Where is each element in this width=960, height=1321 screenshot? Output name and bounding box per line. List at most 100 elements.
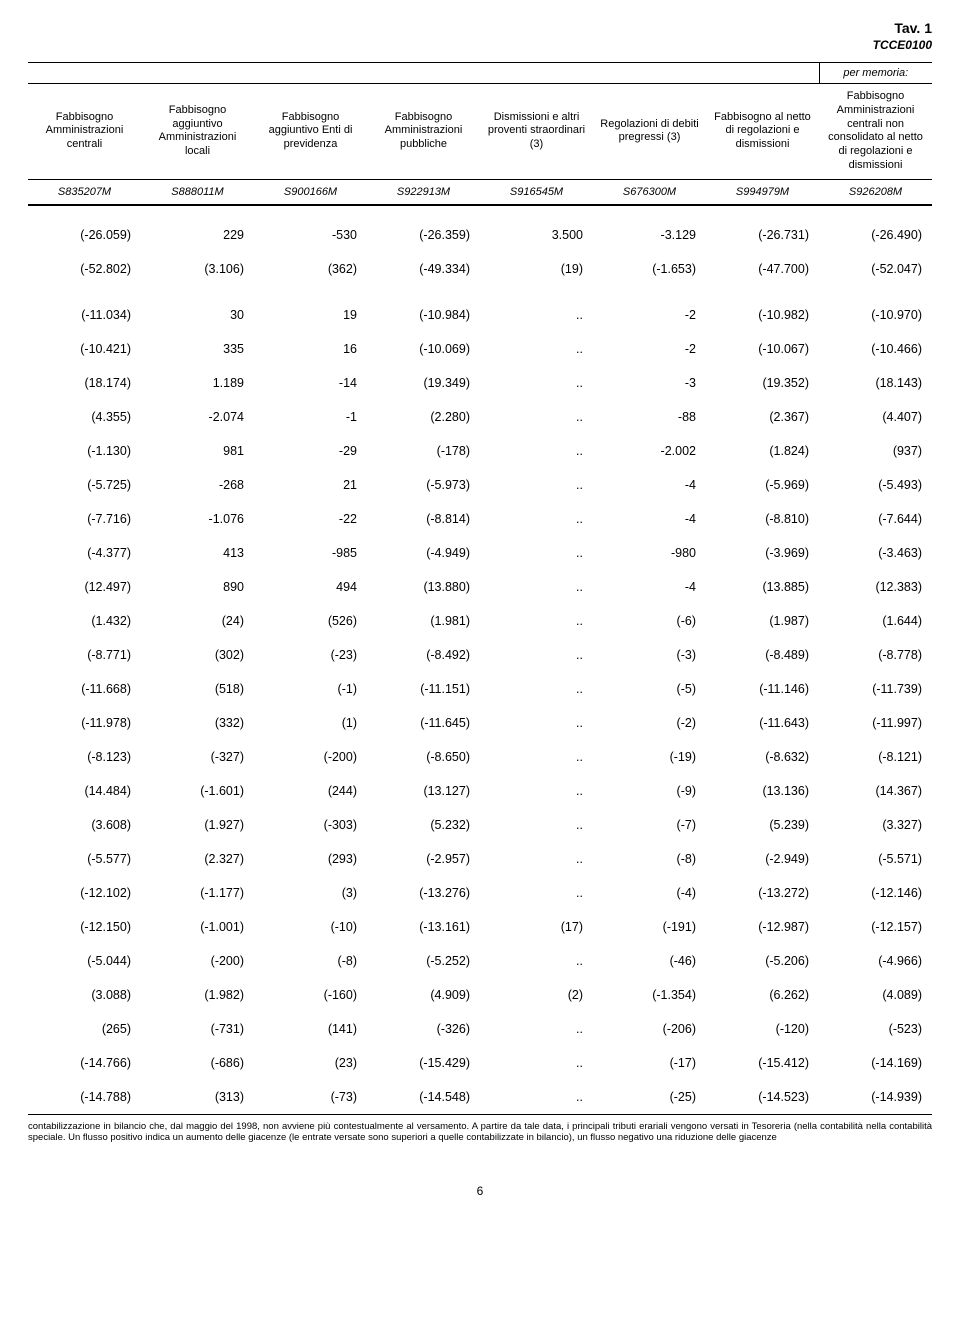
table-cell: (3.106) (141, 252, 254, 286)
table-cell: .. (480, 808, 593, 842)
table-cell: (-120) (706, 1012, 819, 1046)
table-cell: (2.327) (141, 842, 254, 876)
table-cell: 30 (141, 286, 254, 332)
table-cell: (3.327) (819, 808, 932, 842)
table-cell: -530 (254, 218, 367, 252)
table-cell: (3.088) (28, 978, 141, 1012)
table-cell: (14.367) (819, 774, 932, 808)
table-row: (-52.802)(3.106)(362)(-49.334)(19)(-1.65… (28, 252, 932, 286)
table-cell: (-326) (367, 1012, 480, 1046)
table-cell: (-191) (593, 910, 706, 944)
table-row: (-12.150)(-1.001)(-10)(-13.161)(17)(-191… (28, 910, 932, 944)
table-cell: -2.074 (141, 400, 254, 434)
table-cell: (-13.161) (367, 910, 480, 944)
table-row: (-5.044)(-200)(-8)(-5.252)..(-46)(-5.206… (28, 944, 932, 978)
table-cell: (4.355) (28, 400, 141, 434)
col-code: S916545M (480, 179, 593, 204)
table-cell: (518) (141, 672, 254, 706)
table-cell: .. (480, 842, 593, 876)
table-cell: -88 (593, 400, 706, 434)
table-cell: (1.982) (141, 978, 254, 1012)
table-cell: (2.367) (706, 400, 819, 434)
table-cell: (5.232) (367, 808, 480, 842)
table-cell: (13.127) (367, 774, 480, 808)
table-cell: .. (480, 332, 593, 366)
table-cell: -268 (141, 468, 254, 502)
page-number: 6 (28, 1184, 932, 1198)
table-cell: (-11.997) (819, 706, 932, 740)
table-row: (14.484)(-1.601)(244)(13.127)..(-9)(13.1… (28, 774, 932, 808)
table-cell: (6.262) (706, 978, 819, 1012)
table-cell: (13.885) (706, 570, 819, 604)
page-title: Tav. 1 (28, 20, 932, 36)
table-cell: (-12.150) (28, 910, 141, 944)
table-cell: 21 (254, 468, 367, 502)
table-cell: (1) (254, 706, 367, 740)
table-cell: (-25) (593, 1080, 706, 1115)
table-cell: (-523) (819, 1012, 932, 1046)
table-cell: (-1.653) (593, 252, 706, 286)
table-row: (-11.668)(518)(-1)(-11.151)..(-5)(-11.14… (28, 672, 932, 706)
table-cell: (-9) (593, 774, 706, 808)
table-cell: (-5.571) (819, 842, 932, 876)
table-cell: (-5.725) (28, 468, 141, 502)
table-cell: (-10.970) (819, 286, 932, 332)
page: Tav. 1 TCCE0100 per memoria: Fabbisogno … (0, 0, 960, 1218)
table-cell: 890 (141, 570, 254, 604)
table-cell: (-12.102) (28, 876, 141, 910)
table-cell: (-4.949) (367, 536, 480, 570)
table-cell: (-17) (593, 1046, 706, 1080)
table-cell: (302) (141, 638, 254, 672)
table-cell: (-8.123) (28, 740, 141, 774)
table-cell: (-10.466) (819, 332, 932, 366)
table-cell: (-8.632) (706, 740, 819, 774)
table-cell: -29 (254, 434, 367, 468)
table-cell: (-3.463) (819, 536, 932, 570)
table-cell: .. (480, 774, 593, 808)
col-header: Fabbisogno aggiuntivo Amministrazioni lo… (141, 84, 254, 180)
table-cell: (-4) (593, 876, 706, 910)
table-cell: (-8) (593, 842, 706, 876)
table-cell: 229 (141, 218, 254, 252)
table-cell: (-5.973) (367, 468, 480, 502)
table-cell: .. (480, 1046, 593, 1080)
table-cell: (-12.146) (819, 876, 932, 910)
table-cell: 335 (141, 332, 254, 366)
table-cell: (-14.788) (28, 1080, 141, 1115)
table-cell: (-8.778) (819, 638, 932, 672)
table-cell: .. (480, 570, 593, 604)
table-cell: (23) (254, 1046, 367, 1080)
table-cell: 1.189 (141, 366, 254, 400)
table-cell: (-1) (254, 672, 367, 706)
table-cell: (-1.177) (141, 876, 254, 910)
table-cell: (19) (480, 252, 593, 286)
table-cell: (-14.169) (819, 1046, 932, 1080)
table-cell: (1.927) (141, 808, 254, 842)
table-cell: (-8.814) (367, 502, 480, 536)
table-cell: .. (480, 434, 593, 468)
table-cell: (-19) (593, 740, 706, 774)
table-cell: (-303) (254, 808, 367, 842)
table-cell: .. (480, 672, 593, 706)
table-cell: (19.352) (706, 366, 819, 400)
table-cell: (-1.601) (141, 774, 254, 808)
table-cell: (-10.421) (28, 332, 141, 366)
table-cell: (-1.354) (593, 978, 706, 1012)
table-cell: (-13.272) (706, 876, 819, 910)
table-cell: (-2) (593, 706, 706, 740)
table-cell: .. (480, 286, 593, 332)
table-cell: (-327) (141, 740, 254, 774)
table-cell: (-52.802) (28, 252, 141, 286)
table-cell: (-11.643) (706, 706, 819, 740)
table-cell: (1.432) (28, 604, 141, 638)
table-cell: (362) (254, 252, 367, 286)
col-code: S926208M (819, 179, 932, 204)
table-cell: (-52.047) (819, 252, 932, 286)
table-cell: (-160) (254, 978, 367, 1012)
table-cell: (-4.966) (819, 944, 932, 978)
table-cell: (-12.987) (706, 910, 819, 944)
table-cell: (-5.044) (28, 944, 141, 978)
table-cell: (937) (819, 434, 932, 468)
table-cell: (-1.130) (28, 434, 141, 468)
table-cell: -2 (593, 332, 706, 366)
